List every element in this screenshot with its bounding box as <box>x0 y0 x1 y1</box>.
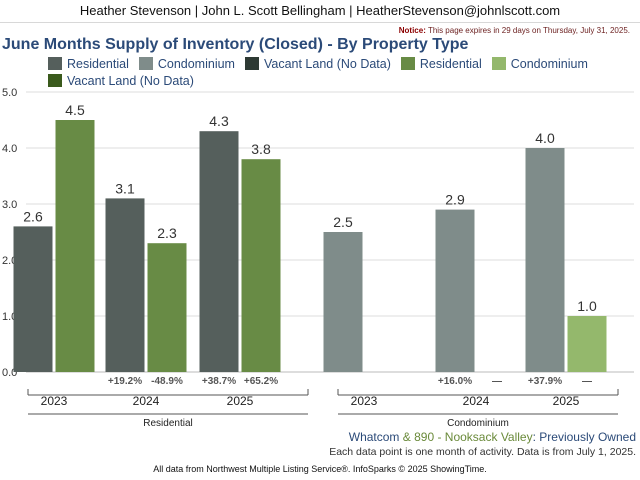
group-label: Residential <box>143 418 192 429</box>
legend-item: Condominium <box>491 56 588 71</box>
legend-item: Residential <box>400 56 482 71</box>
legend-item: Vacant Land (No Data) <box>48 73 194 88</box>
legend-item: Residential <box>48 56 129 71</box>
x-tick-label: 2024 <box>463 394 490 408</box>
bar-chart: 0.0 1.0 2.0 3.0 4.0 5.0 2.6 4.5 2023 3.1 +19.2% 2.3… <box>2 87 634 429</box>
y-tick-label: 1.0 <box>2 311 17 323</box>
bar-value-label: 2.9 <box>445 192 465 208</box>
bar-value-label: 2.5 <box>333 214 353 230</box>
bar <box>55 120 95 372</box>
region-whatcom: Whatcom <box>348 430 400 444</box>
region-type: : Previously Owned <box>532 430 636 444</box>
region-amp: & <box>399 430 415 444</box>
legend-label: Condominium <box>157 56 235 71</box>
y-tick-label: 0.0 <box>2 367 17 379</box>
x-tick-label: 2023 <box>41 394 68 408</box>
data-source: All data from Northwest Multiple Listing… <box>153 464 487 474</box>
bar <box>13 226 53 372</box>
y-tick-label: 5.0 <box>2 87 17 99</box>
bar-value-label: 4.0 <box>535 130 555 146</box>
legend-swatch <box>138 57 153 70</box>
data-note: Each data point is one month of activity… <box>329 446 636 458</box>
x-tick-label: 2023 <box>351 394 378 408</box>
legend-label: Condominium <box>510 56 588 71</box>
legend-swatch <box>48 57 62 70</box>
bar <box>241 159 281 372</box>
chart-legend: Residential Condominium Vacant Land (No Da… <box>48 56 638 90</box>
legend-item: Vacant Land (No Data) <box>244 56 391 71</box>
bar <box>435 209 475 372</box>
legend-swatch <box>400 57 415 70</box>
change-label: — <box>492 376 502 387</box>
y-tick-label: 3.0 <box>2 199 17 211</box>
change-label: -48.9% <box>151 376 183 387</box>
bar-value-label: 4.5 <box>65 102 85 118</box>
bar <box>323 232 363 372</box>
bar <box>105 198 145 372</box>
legend-label: Residential <box>419 56 482 71</box>
x-tick-label: 2024 <box>133 394 160 408</box>
x-tick-label: 2025 <box>553 394 580 408</box>
region-caption: Whatcom & 890 - Nooksack Valley: Previou… <box>349 430 636 444</box>
legend-label: Vacant Land (No Data) <box>263 56 391 71</box>
change-label: — <box>582 376 592 387</box>
bar <box>147 243 187 372</box>
change-label: +19.2% <box>108 376 142 387</box>
expiry-notice: Notice: This page expires in 29 days on … <box>399 26 630 35</box>
bar-value-label: 3.8 <box>251 141 271 157</box>
chart-title: June Months Supply of Inventory (Closed)… <box>2 36 469 53</box>
bar <box>525 148 565 372</box>
group-label: Condominium <box>447 418 509 429</box>
bar-value-label: 1.0 <box>577 298 597 314</box>
region-nooksack: 890 - Nooksack Valley <box>414 430 533 444</box>
y-tick-label: 4.0 <box>2 143 17 155</box>
bar-value-label: 2.3 <box>157 225 177 241</box>
notice-text: This page expires in 29 days on Thursday… <box>427 26 630 35</box>
change-label: +65.2% <box>244 376 278 387</box>
bar-value-label: 3.1 <box>115 180 135 196</box>
bar <box>567 316 607 372</box>
legend-swatch <box>48 74 62 87</box>
legend-item: Condominium <box>138 56 235 71</box>
legend-swatch <box>244 57 259 70</box>
change-label: +37.9% <box>528 376 562 387</box>
agent-header: Heather Stevenson | John L. Scott Bellin… <box>0 0 640 23</box>
bar <box>199 131 239 372</box>
notice-label: Notice: <box>398 26 426 35</box>
legend-label: Vacant Land (No Data) <box>67 73 194 88</box>
x-tick-label: 2025 <box>227 394 254 408</box>
legend-swatch <box>491 57 506 70</box>
bar-value-label: 4.3 <box>209 113 229 129</box>
legend-label: Residential <box>67 56 129 71</box>
bar-value-label: 2.6 <box>23 208 43 224</box>
y-tick-label: 2.0 <box>2 255 17 267</box>
change-label: +38.7% <box>202 376 236 387</box>
agent-line: Heather Stevenson | John L. Scott Bellin… <box>79 3 561 18</box>
change-label: +16.0% <box>438 376 472 387</box>
